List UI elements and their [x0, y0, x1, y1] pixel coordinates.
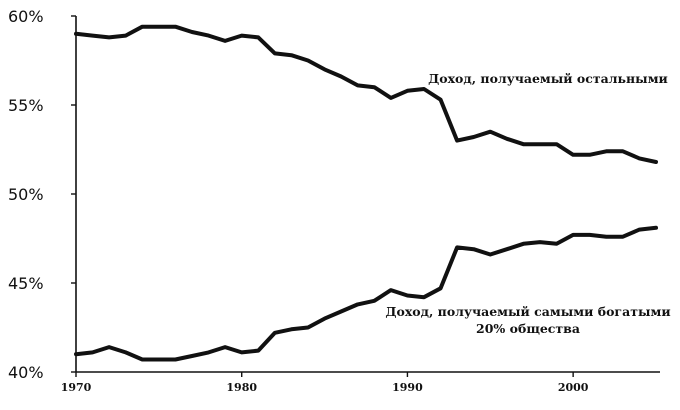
annotation-top20-line2: 20% общества	[476, 321, 580, 336]
y-tick-label: 40%	[8, 363, 44, 382]
y-tick-label: 50%	[8, 185, 44, 204]
y-tick-label: 55%	[8, 96, 44, 115]
series-line-top20	[74, 225, 658, 362]
x-tick-label: 1990	[392, 381, 423, 394]
annotation-others-line1: Доход, получаемый остальными	[428, 71, 668, 86]
y-axis-ticks: 40% 45% 50% 55% 60%	[8, 7, 76, 382]
y-tick-label: 45%	[8, 274, 44, 293]
series-line-others	[74, 24, 658, 164]
annotation-top20-line1: Доход, получаемый самыми богатыми	[385, 304, 670, 319]
x-tick-label: 2000	[558, 381, 589, 394]
x-axis-ticks: 1970 1980 1990 2000	[61, 372, 589, 394]
x-tick-label: 1980	[226, 381, 257, 394]
series-lines	[74, 24, 658, 362]
y-tick-label: 60%	[8, 7, 44, 26]
x-tick-label: 1970	[61, 381, 92, 394]
